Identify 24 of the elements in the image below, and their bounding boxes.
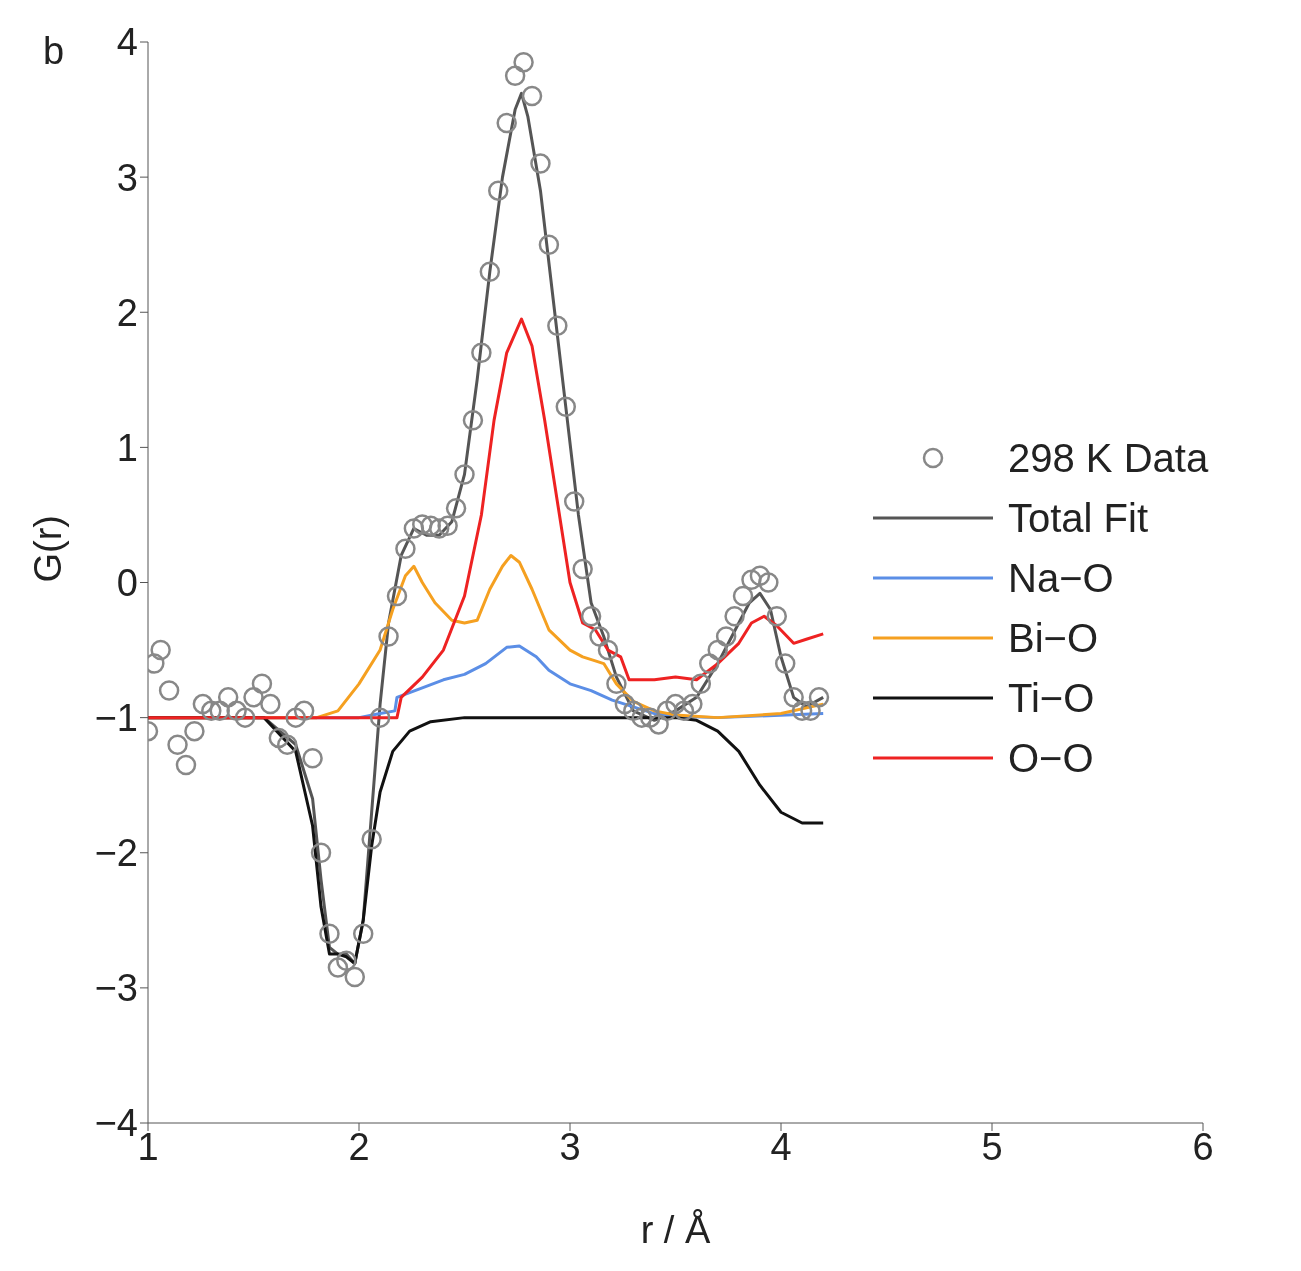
legend-label: Na−O (1008, 555, 1114, 601)
x-tick-label: 3 (559, 1125, 581, 1168)
x-tick-label: 4 (770, 1125, 792, 1168)
y-tick-label: 1 (116, 426, 138, 469)
x-axis-title: r / Å (640, 1208, 711, 1251)
y-tick-label: 0 (116, 561, 138, 604)
legend-label: Ti−O (1008, 675, 1095, 721)
y-tick-label: −1 (94, 697, 138, 740)
text: b (43, 30, 65, 73)
y-axis-title: G(r) (27, 514, 70, 583)
x-tick-label: 6 (1192, 1125, 1214, 1168)
legend-label: Bi−O (1008, 615, 1099, 661)
x-tick-label: 5 (981, 1125, 1003, 1168)
y-tick-label: 4 (116, 21, 138, 64)
legend-label: O−O (1008, 735, 1094, 781)
y-tick-label: 3 (116, 156, 138, 199)
y-tick-label: −3 (94, 967, 138, 1010)
y-tick-label: 2 (116, 291, 138, 334)
y-tick-label: −4 (94, 1102, 138, 1145)
legend-label: Total Fit (1008, 495, 1149, 541)
line-series (148, 317, 825, 720)
y-tick-label: −2 (94, 832, 138, 875)
x-tick-label: 2 (348, 1125, 370, 1168)
legend-label: 298 K Data (1008, 435, 1209, 481)
